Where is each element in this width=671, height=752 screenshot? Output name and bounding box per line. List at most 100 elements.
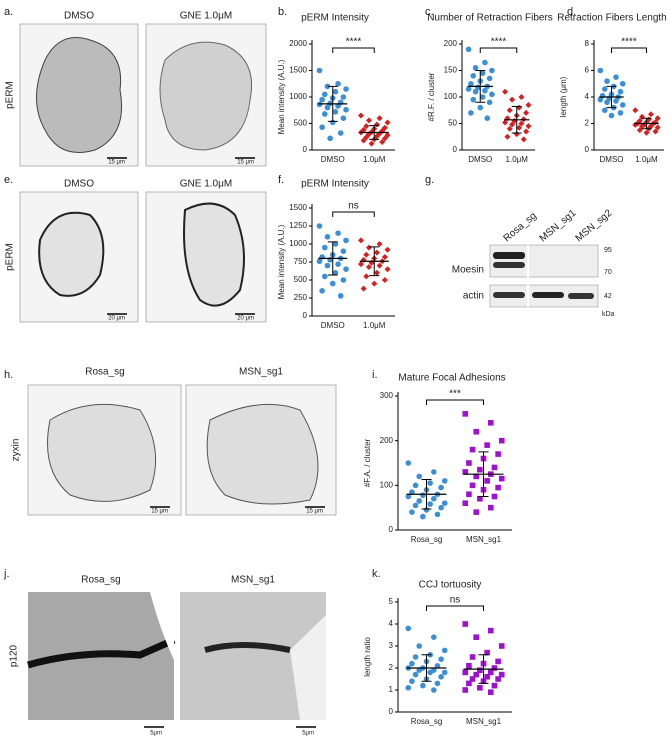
row-label: p120: [9, 644, 20, 667]
significance-label: ****: [346, 37, 362, 48]
data-point: [384, 246, 391, 253]
scale-label: 20 μm: [108, 316, 125, 322]
significance-label: ns: [450, 595, 461, 606]
data-point: [337, 293, 344, 299]
data-point: [405, 460, 412, 466]
y-tick-label: 1000: [289, 92, 307, 101]
y-tick-label: 150: [444, 66, 458, 75]
data-point: [498, 437, 505, 444]
chart-title: pERM Intensity: [301, 13, 369, 24]
data-point: [462, 669, 469, 676]
mw-label: 95: [604, 247, 612, 254]
data-point: [477, 466, 483, 473]
significance-bracket: [332, 47, 375, 53]
significance-label: ns: [348, 201, 359, 212]
data-point: [601, 107, 608, 114]
data-point: [420, 492, 426, 498]
data-point: [477, 495, 483, 502]
sd-bar: [369, 246, 380, 277]
data-point: [487, 627, 494, 634]
data-point: [409, 660, 415, 667]
data-point: [491, 464, 498, 471]
data-point: [523, 109, 530, 116]
x-tick-label: 1.0μM: [506, 155, 529, 164]
data-point: [525, 123, 532, 130]
column-label: GNE 1.0μM: [180, 11, 232, 22]
x-tick-label: 1.0μM: [363, 155, 386, 164]
data-point: [491, 493, 498, 500]
band: [532, 292, 564, 298]
x-tick-label: DMSO: [600, 155, 624, 164]
data-point: [639, 123, 646, 130]
mw-label: 70: [604, 269, 612, 276]
data-point: [423, 507, 430, 513]
data-point: [427, 480, 433, 486]
data-point: [381, 135, 388, 142]
x-tick-label: 1.0μM: [635, 155, 658, 164]
chart-title: pERM Intensity: [301, 179, 369, 190]
sd-bar: [606, 85, 617, 109]
column-label: Rosa_sg: [81, 575, 120, 586]
data-point: [466, 460, 472, 466]
column-label: MSN_sg1: [231, 575, 275, 586]
y-tick-label: 0: [303, 145, 308, 154]
x-tick-label: Rosa_sg: [411, 535, 443, 544]
y-tick-label: 200: [444, 39, 458, 48]
y-tick-label: 300: [380, 391, 394, 400]
data-point: [324, 262, 331, 269]
panel-label: b.: [278, 6, 287, 18]
data-point: [465, 46, 472, 53]
lane-label: MSN_sg1: [538, 207, 579, 244]
data-point: [357, 261, 364, 268]
y-tick-label: 6: [585, 66, 590, 75]
data-point: [462, 687, 469, 693]
data-point: [405, 685, 412, 691]
data-point: [373, 249, 380, 256]
cell: [159, 41, 253, 151]
data-point: [495, 676, 501, 682]
data-point: [371, 280, 378, 287]
data-point: [335, 261, 341, 267]
significance-bracket: [611, 47, 647, 53]
data-point: [482, 59, 488, 66]
scale-label: 15 μm: [108, 160, 125, 166]
sd-bar: [475, 70, 486, 103]
data-point: [509, 121, 516, 128]
cell: [206, 403, 319, 505]
data-point: [617, 110, 624, 116]
data-point: [420, 682, 426, 689]
data-point: [434, 511, 441, 518]
data-point: [636, 127, 643, 134]
data-point: [321, 273, 328, 280]
panel-label: h.: [4, 369, 13, 381]
background: [290, 615, 326, 720]
y-tick-label: 250: [294, 293, 308, 302]
data-point: [384, 119, 391, 126]
sd-bar: [421, 479, 432, 510]
data-point: [469, 676, 476, 682]
cell: [47, 403, 157, 502]
lane-label: Rosa_sg: [502, 211, 539, 245]
panel-label: k.: [372, 568, 381, 580]
y-tick-label: 100: [380, 480, 394, 489]
data-point: [384, 266, 391, 273]
data-point: [357, 237, 364, 244]
x-tick-label: DMSO: [321, 321, 345, 330]
band: [493, 292, 525, 298]
data-point: [343, 266, 349, 273]
data-point: [438, 504, 444, 511]
data-point: [506, 107, 513, 114]
sd-bar: [327, 85, 338, 122]
data-point: [329, 280, 336, 287]
data-point: [654, 124, 661, 131]
sd-bar: [478, 654, 489, 684]
data-point: [502, 88, 509, 95]
panel-label: j.: [3, 568, 10, 580]
data-point: [316, 67, 323, 74]
data-point: [462, 411, 469, 417]
data-point: [412, 502, 419, 509]
data-point: [430, 495, 437, 502]
data-point: [316, 258, 323, 265]
data-point: [473, 428, 480, 435]
data-point: [613, 98, 619, 104]
